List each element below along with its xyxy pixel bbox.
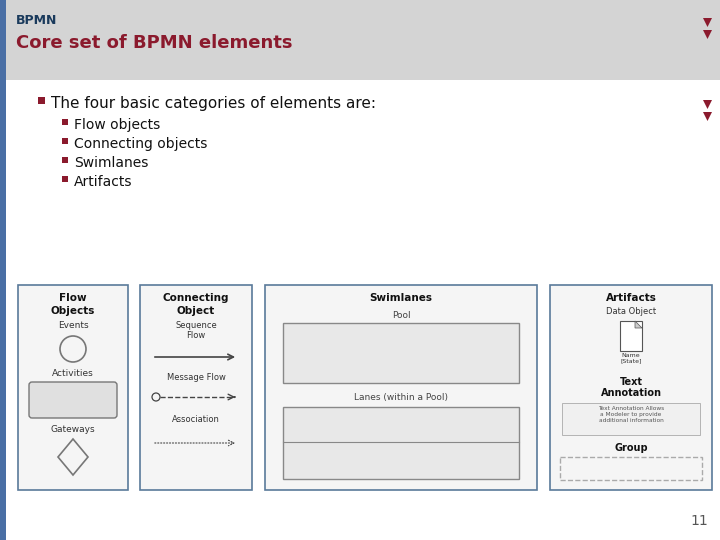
Polygon shape (703, 18, 712, 27)
Bar (38, 97, 45, 104)
Bar (0, 0, 720, 80)
Polygon shape (703, 30, 712, 39)
Text: Data Object: Data Object (606, 307, 656, 316)
FancyBboxPatch shape (283, 323, 519, 383)
Polygon shape (703, 100, 712, 109)
Text: Flow: Flow (59, 293, 87, 303)
Text: Group: Group (614, 443, 648, 453)
Text: Lanes (within a Pool): Lanes (within a Pool) (354, 393, 448, 402)
FancyBboxPatch shape (18, 285, 128, 490)
Bar (0, 80, 720, 540)
Text: Annotation: Annotation (600, 388, 662, 398)
Text: Objects: Objects (51, 306, 95, 316)
Text: The four basic categories of elements are:: The four basic categories of elements ar… (51, 96, 376, 111)
Text: Association: Association (172, 415, 220, 424)
Bar (620, 321, 642, 351)
Bar (62, 138, 68, 144)
Text: Artifacts: Artifacts (606, 293, 657, 303)
Text: BPMN: BPMN (16, 14, 58, 27)
Text: Swimlanes: Swimlanes (74, 156, 148, 170)
FancyBboxPatch shape (283, 407, 519, 479)
FancyBboxPatch shape (265, 285, 537, 490)
Text: Events: Events (58, 321, 89, 330)
Text: Gateways: Gateways (50, 425, 95, 434)
Polygon shape (703, 112, 712, 121)
Bar (62, 157, 68, 163)
Text: Pool: Pool (392, 311, 410, 320)
FancyBboxPatch shape (29, 382, 117, 418)
Bar (0, 0, 6, 540)
Text: Artifacts: Artifacts (74, 175, 132, 189)
Text: Core set of BPMN elements: Core set of BPMN elements (16, 34, 292, 52)
Text: Flow objects: Flow objects (74, 118, 161, 132)
Bar (62, 119, 68, 125)
Text: Swimlanes: Swimlanes (369, 293, 433, 303)
Text: Name
[State]: Name [State] (620, 353, 642, 364)
Text: 11: 11 (690, 514, 708, 528)
FancyBboxPatch shape (562, 403, 700, 435)
Text: Connecting: Connecting (163, 293, 229, 303)
FancyBboxPatch shape (140, 285, 252, 490)
Text: Connecting objects: Connecting objects (74, 137, 207, 151)
Text: Message Flow: Message Flow (166, 373, 225, 382)
Polygon shape (635, 321, 642, 328)
Text: Object: Object (177, 306, 215, 316)
Text: Activities: Activities (52, 369, 94, 378)
Text: Flow: Flow (186, 331, 206, 340)
Text: Text Annotation Allows
a Modeler to provide
additional information: Text Annotation Allows a Modeler to prov… (598, 406, 664, 423)
Text: Text: Text (619, 377, 642, 387)
Bar (62, 176, 68, 182)
FancyBboxPatch shape (550, 285, 712, 490)
Text: Sequence: Sequence (175, 321, 217, 330)
